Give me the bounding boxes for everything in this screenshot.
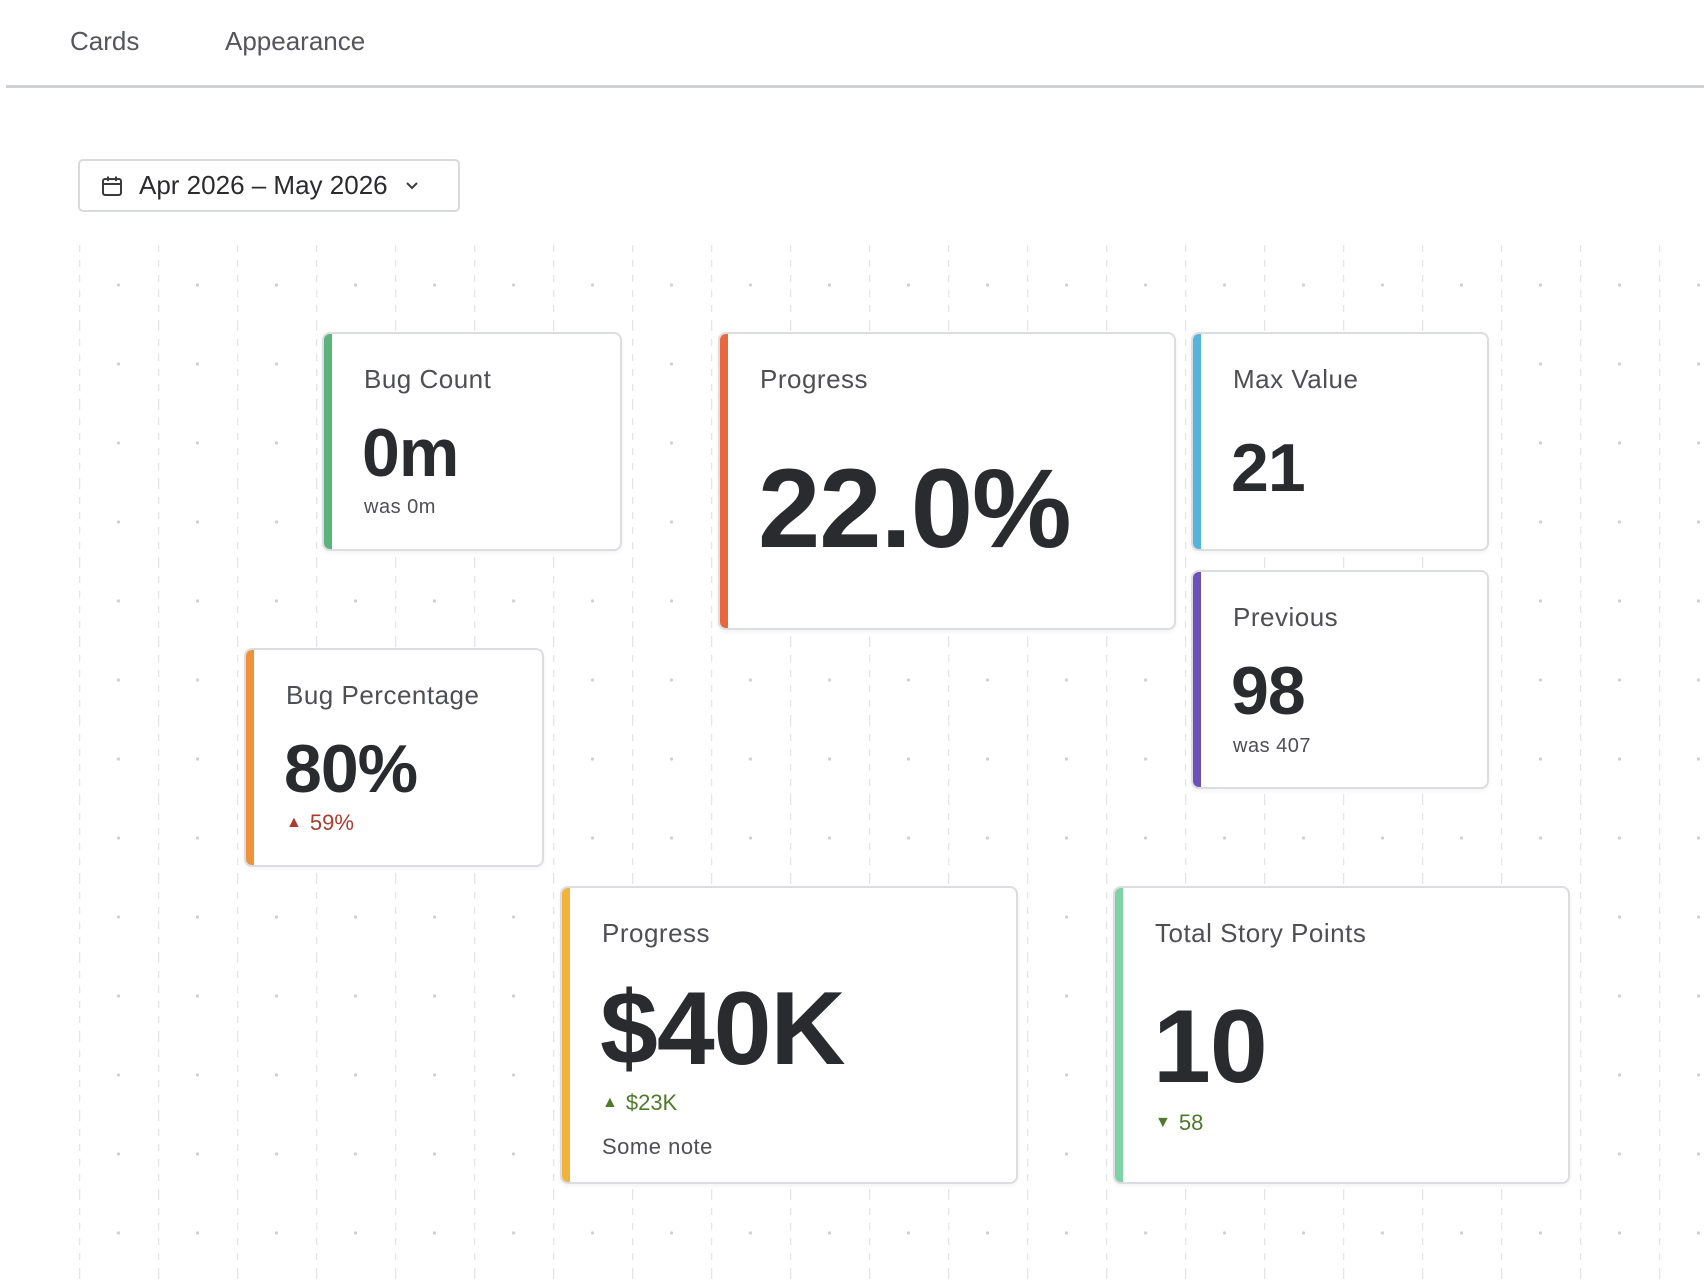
card-previous[interactable]: Previous 98 was 407 — [1191, 570, 1489, 789]
tab-appearance[interactable]: Appearance — [225, 26, 366, 56]
card-title: Bug Percentage — [286, 680, 480, 710]
card-value: 10 — [1153, 989, 1268, 1105]
card-progress-percent[interactable]: Progress 22.0% — [718, 332, 1176, 630]
card-title: Progress — [760, 364, 869, 394]
tab-bar: Cards Appearance — [0, 0, 1704, 88]
card-title: Bug Count — [364, 364, 492, 394]
card-title: Total Story Points — [1155, 918, 1367, 948]
card-accent — [1193, 334, 1201, 549]
arrow-up-icon: ▲ — [602, 1094, 618, 1111]
card-value: 21 — [1231, 430, 1306, 506]
card-bug-percentage[interactable]: Bug Percentage 80% ▲ 59% — [244, 648, 544, 867]
card-title: Max Value — [1233, 364, 1359, 394]
card-subtext: was 0m — [364, 496, 436, 518]
card-delta: ▲ $23K — [602, 1090, 677, 1116]
date-range-label: Apr 2026 – May 2026 — [139, 170, 388, 200]
card-max-value[interactable]: Max Value 21 — [1191, 332, 1489, 551]
card-delta-value: 59% — [309, 810, 354, 835]
card-accent — [720, 334, 728, 628]
tab-cards[interactable]: Cards — [70, 26, 140, 56]
tab-divider — [6, 85, 1704, 88]
card-accent — [1115, 888, 1123, 1182]
card-accent — [246, 650, 254, 865]
card-value: 80% — [284, 731, 418, 807]
card-accent — [1193, 572, 1201, 787]
card-accent — [562, 888, 570, 1182]
arrow-down-icon: ▼ — [1155, 1114, 1171, 1131]
card-title: Progress — [602, 918, 711, 948]
card-delta-value: 58 — [1178, 1110, 1204, 1135]
card-progress-money[interactable]: Progress $40K ▲ $23K Some note — [560, 886, 1018, 1184]
arrow-up-icon: ▲ — [286, 814, 302, 831]
date-range-picker[interactable]: Apr 2026 – May 2026 — [78, 159, 460, 212]
card-bug-count[interactable]: Bug Count 0m was 0m — [322, 332, 622, 551]
card-accent — [324, 334, 332, 549]
card-title: Previous — [1233, 602, 1339, 632]
card-delta: ▲ 59% — [286, 810, 354, 836]
chevron-down-icon — [404, 178, 420, 194]
card-subtext: was 407 — [1233, 735, 1311, 757]
card-value: 98 — [1231, 653, 1306, 729]
card-value: $40K — [600, 971, 846, 1087]
card-delta-value: $23K — [625, 1090, 678, 1115]
card-value: 0m — [362, 415, 459, 491]
calendar-icon — [100, 174, 124, 198]
card-delta: ▼ 58 — [1155, 1110, 1203, 1136]
card-note: Some note — [602, 1134, 713, 1159]
card-value: 22.0% — [758, 446, 1072, 571]
card-total-story-points[interactable]: Total Story Points 10 ▼ 58 — [1113, 886, 1570, 1184]
